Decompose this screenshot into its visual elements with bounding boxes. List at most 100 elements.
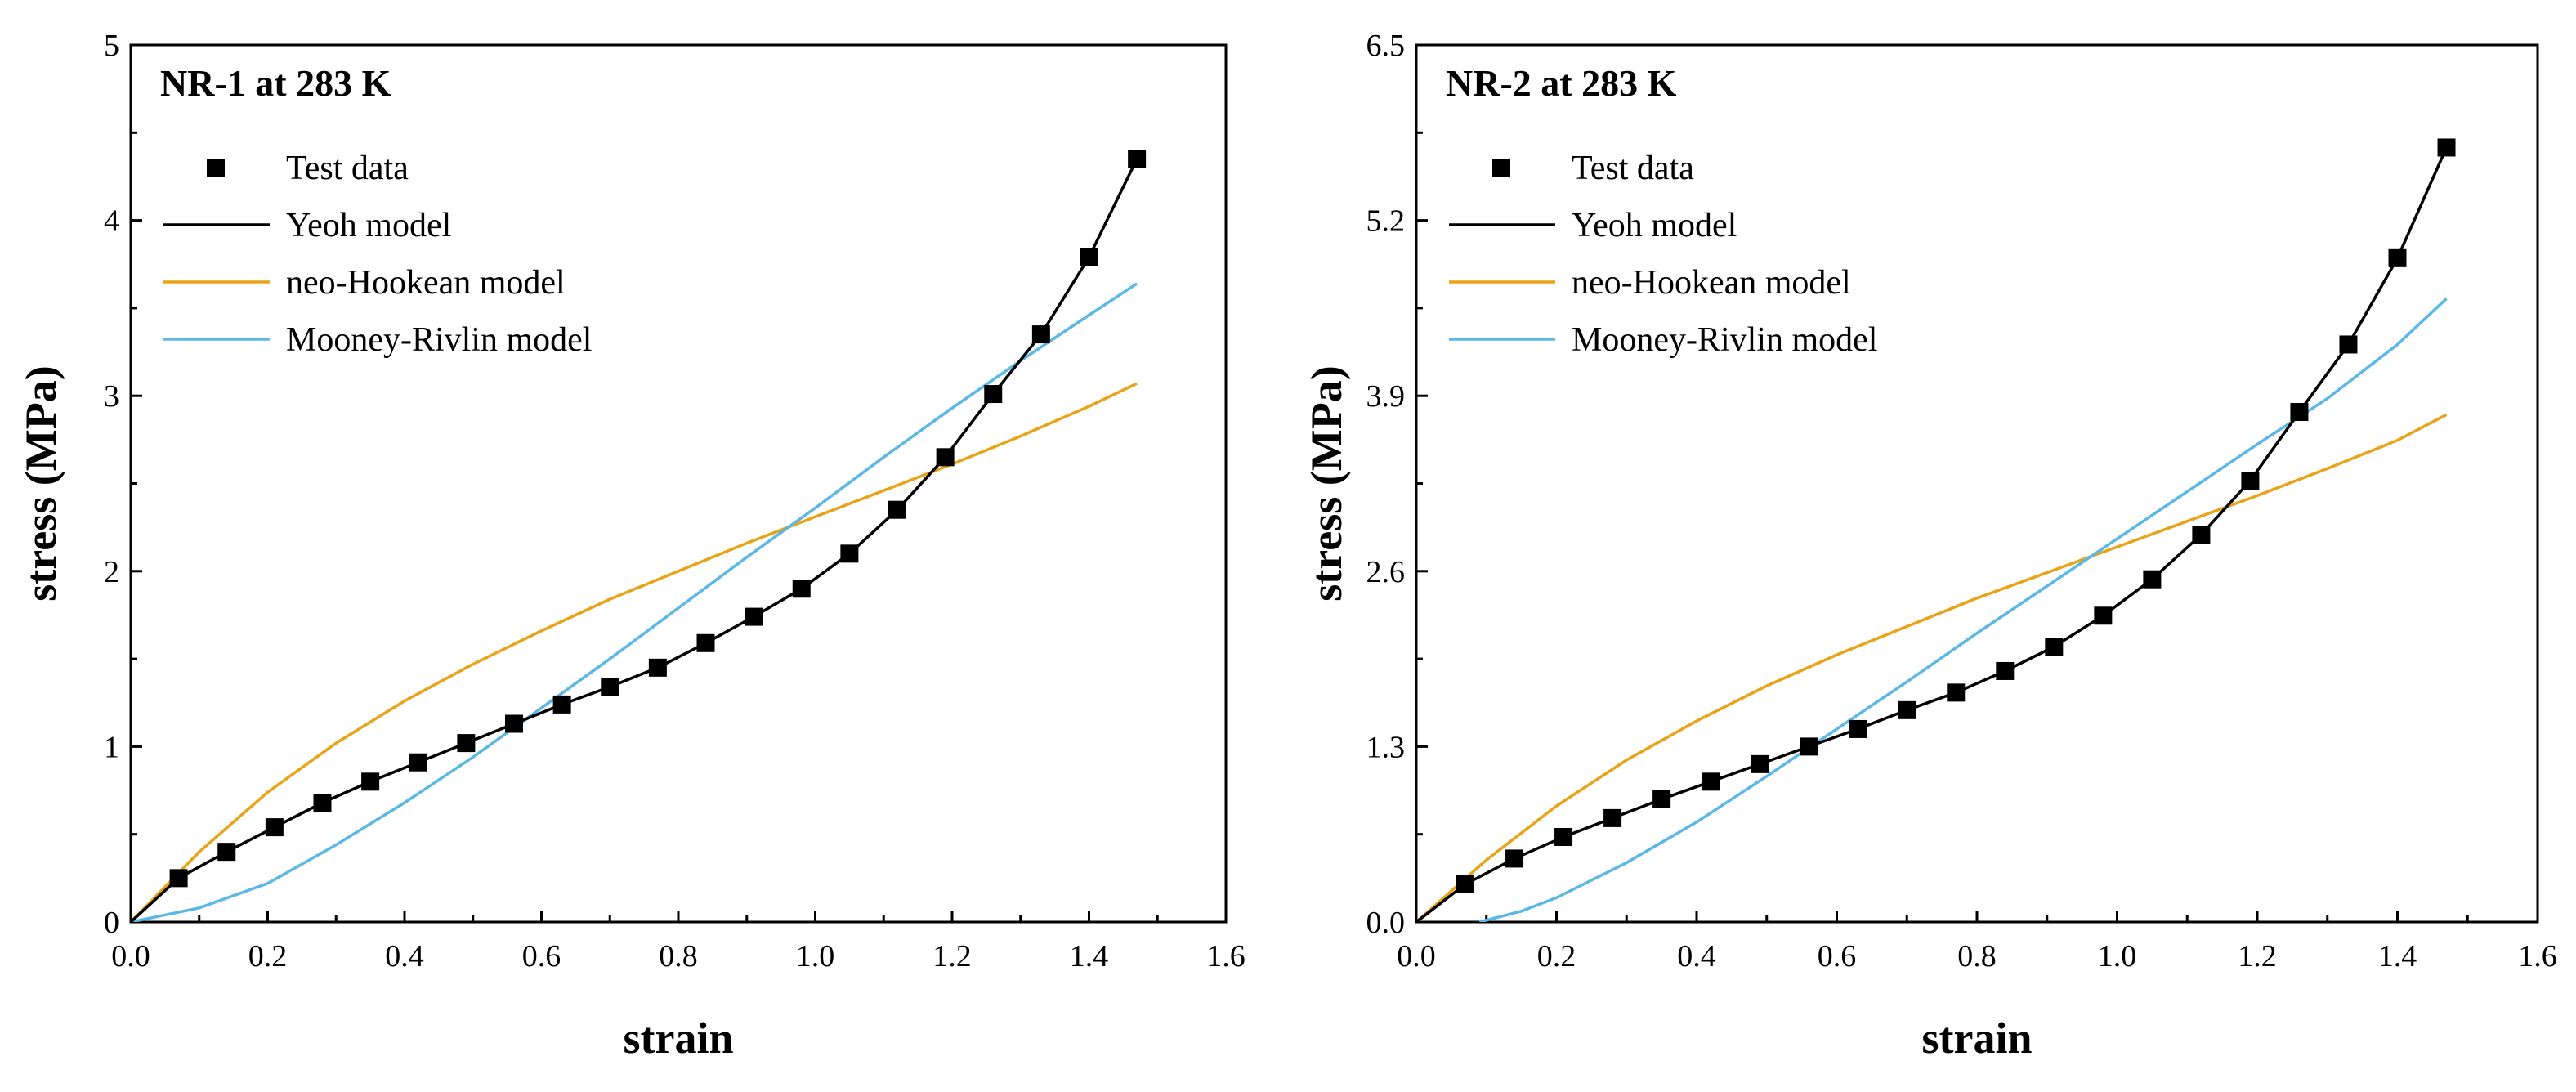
data-point — [936, 448, 955, 467]
x-tick-label: 0.4 — [385, 939, 424, 973]
data-point — [1652, 790, 1671, 808]
data-point — [552, 695, 571, 714]
x-tick-label: 1.2 — [2238, 939, 2277, 973]
data-point — [313, 794, 332, 812]
series-line-yeoh-model — [1416, 146, 2449, 922]
x-tick-label: 1.6 — [1206, 939, 1246, 973]
legend-label: Yeoh model — [1572, 207, 1737, 244]
plot-area — [131, 150, 1147, 922]
series-line-neo-hookean-model — [131, 382, 1138, 922]
x-tick-label: 0.6 — [522, 939, 561, 973]
legend-label: Mooney-Rivlin model — [1572, 321, 1877, 359]
x-tick-label: 0.0 — [1397, 939, 1436, 973]
legend-label: Yeoh model — [286, 207, 451, 244]
data-point — [1800, 737, 1818, 756]
data-point — [217, 843, 236, 862]
x-tick-label: 0.0 — [111, 939, 150, 973]
data-point — [840, 544, 859, 563]
data-point — [2192, 526, 2211, 544]
legend-marker-test-data — [1492, 159, 1510, 177]
series-line-mooney-rivlin-model — [131, 282, 1138, 922]
series-line-mooney-rivlin-model — [1478, 298, 2448, 922]
plot-area — [1416, 138, 2456, 922]
data-point — [1849, 719, 1867, 738]
data-point — [2094, 606, 2113, 625]
y-tick-label: 3.9 — [1366, 379, 1406, 414]
y-tick-label: 5.2 — [1366, 204, 1406, 239]
data-point — [2045, 638, 2064, 656]
chart-title: NR-1 at 283 K — [160, 62, 391, 104]
chart-title: NR-2 at 283 K — [1446, 62, 1677, 104]
data-point — [2241, 472, 2260, 490]
legend: Test data Yeoh model neo-Hookean model Moon… — [163, 150, 592, 359]
y-axis-label: stress (MPa) — [1302, 365, 1351, 601]
y-axis-label: stress (MPa) — [16, 365, 65, 601]
data-point — [745, 607, 763, 626]
y-tick-label: 2 — [104, 555, 119, 589]
y-tick-label: 0.0 — [1366, 906, 1406, 940]
chart-nr2: 0.0 0.2 0.4 0.6 0.8 1.0 1.2 1.4 1.6 0.0 1.3 2.6 3.9 5… — [1302, 29, 2557, 1063]
x-tick-label: 1.6 — [2518, 939, 2557, 973]
y-tick-label: 0 — [104, 906, 119, 940]
data-point — [1702, 772, 1720, 791]
x-tick-label: 1.4 — [2378, 939, 2417, 973]
y-tick-label: 3 — [104, 379, 119, 414]
data-point — [2290, 403, 2309, 422]
data-point — [409, 753, 427, 772]
y-tick-label: 5 — [104, 29, 119, 63]
x-tick-label: 1.2 — [932, 939, 972, 973]
series-line-yeoh-model — [131, 158, 1138, 922]
data-point — [1603, 808, 1622, 827]
legend-label: neo-Hookean model — [286, 264, 566, 302]
data-point — [792, 580, 811, 598]
y-tick-label: 2.6 — [1366, 555, 1406, 589]
x-tick-label: 1.0 — [2098, 939, 2137, 973]
data-point — [1554, 828, 1573, 847]
x-tick-label: 0.2 — [1537, 939, 1576, 973]
data-point — [696, 633, 715, 652]
legend-label: Test data — [1572, 150, 1694, 187]
data-point — [888, 500, 906, 519]
x-tick-label: 0.8 — [659, 939, 698, 973]
y-tick-label: 1.3 — [1366, 730, 1406, 764]
legend-label: Test data — [286, 150, 409, 187]
series-line-neo-hookean-model — [1416, 413, 2448, 922]
x-tick-label: 0.6 — [1818, 939, 1857, 973]
data-point — [2437, 138, 2456, 157]
data-point — [2143, 570, 2162, 589]
data-point — [984, 385, 1003, 404]
x-tick-label: 0.2 — [248, 939, 288, 973]
data-point — [1947, 683, 1966, 702]
y-tick-label: 4 — [104, 204, 119, 239]
data-point — [1996, 661, 2015, 680]
x-tick-label: 0.4 — [1677, 939, 1716, 973]
x-tick-label: 1.4 — [1070, 939, 1109, 973]
x-tick-label: 1.0 — [796, 939, 835, 973]
data-point — [1898, 700, 1916, 719]
y-tick-label: 1 — [104, 730, 119, 764]
data-point — [1031, 325, 1050, 344]
data-point — [2388, 248, 2407, 267]
data-point — [1128, 150, 1147, 168]
data-point — [2339, 335, 2358, 354]
data-point — [265, 818, 284, 837]
legend-marker-test-data — [207, 159, 225, 177]
x-tick-label: 0.8 — [1957, 939, 1997, 973]
data-point — [1080, 248, 1098, 266]
data-point — [1456, 875, 1475, 893]
legend-label: neo-Hookean model — [1572, 264, 1851, 302]
data-point — [1505, 849, 1524, 868]
data-point — [505, 714, 523, 733]
x-axis-label: strain — [624, 1014, 734, 1063]
data-point — [601, 678, 619, 696]
data-point — [1751, 754, 1769, 773]
data-point — [648, 658, 667, 677]
data-point — [457, 734, 476, 753]
data-point — [361, 772, 380, 791]
legend-label: Mooney-Rivlin model — [286, 321, 592, 359]
data-point — [169, 869, 188, 888]
x-axis-label: strain — [1922, 1014, 2033, 1063]
chart-nr1: 0.0 0.2 0.4 0.6 0.8 1.0 1.2 1.4 1.6 0 1 2 3 4 5 strain s… — [16, 29, 1246, 1063]
y-tick-label: 6.5 — [1366, 29, 1406, 63]
